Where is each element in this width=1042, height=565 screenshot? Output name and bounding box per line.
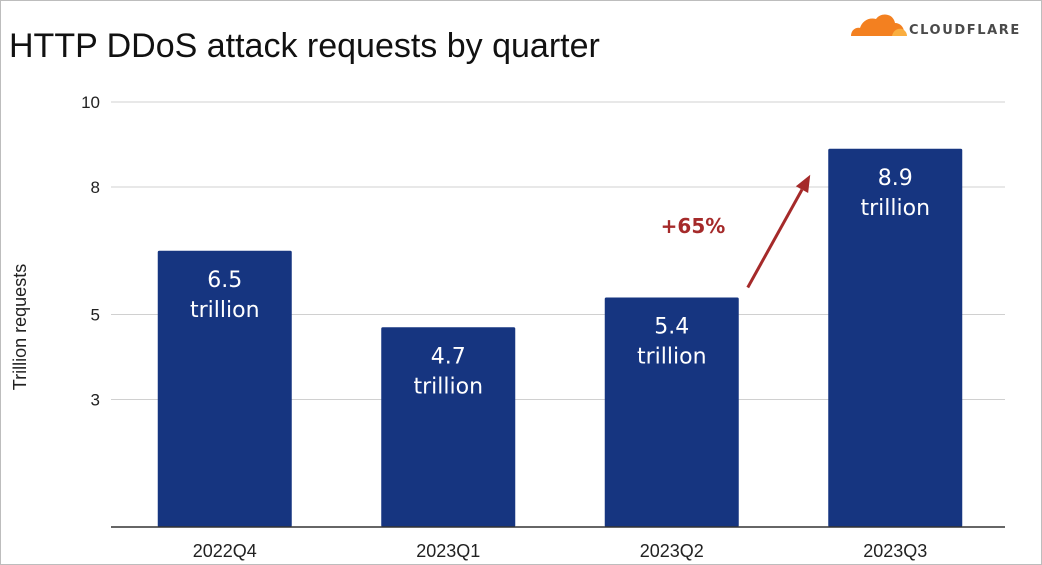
growth-percent-label: +65%	[661, 214, 726, 238]
x-category-label: 2023Q1	[416, 541, 480, 561]
bar-2022Q4	[157, 250, 292, 527]
bar-2023Q1	[381, 327, 516, 527]
bar-unit-label: trillion	[190, 298, 260, 323]
y-tick-label: 10	[81, 93, 100, 112]
x-category-label: 2023Q3	[863, 541, 927, 561]
bar-value-label: 6.5	[207, 268, 242, 293]
bar-data-labels: 6.5 trillion 4.7 trillion 5.4 trillion 8.9 tril…	[190, 166, 930, 400]
growth-annotation: +65%	[661, 174, 811, 289]
cloud-icon-accent-shape	[892, 28, 907, 36]
x-axis-categories: 2022Q4 2023Q1 2023Q2 2023Q3	[193, 541, 928, 561]
y-tick-label: 3	[91, 391, 100, 410]
x-category-label: 2022Q4	[193, 541, 257, 561]
bar-value-label: 8.9	[878, 166, 913, 191]
bar-unit-label: trillion	[860, 196, 930, 221]
growth-arrow-shaft	[746, 188, 804, 289]
y-tick-label: 5	[91, 306, 100, 325]
bar-2023Q2	[604, 297, 739, 527]
y-axis-label: Trillion requests	[10, 264, 30, 390]
bar-value-label: 5.4	[654, 315, 689, 340]
bar-unit-label: trillion	[637, 345, 707, 370]
y-axis-ticks: 3 5 8 10	[81, 93, 100, 410]
growth-arrow-icon	[795, 174, 811, 194]
bars	[157, 148, 963, 527]
cloudflare-logo: CLOUDFLARE	[847, 9, 1039, 41]
y-tick-label: 8	[91, 178, 100, 197]
bar-2023Q3	[828, 148, 963, 527]
bar-unit-label: trillion	[413, 374, 483, 399]
cloud-icon-main-shape	[851, 14, 904, 36]
bar-value-label: 4.7	[431, 344, 466, 369]
cloud-icon	[851, 14, 907, 36]
chart-title: HTTP DDoS attack requests by quarter	[9, 27, 600, 65]
brand-name: CLOUDFLARE	[909, 23, 1021, 38]
x-category-label: 2023Q2	[640, 541, 704, 561]
